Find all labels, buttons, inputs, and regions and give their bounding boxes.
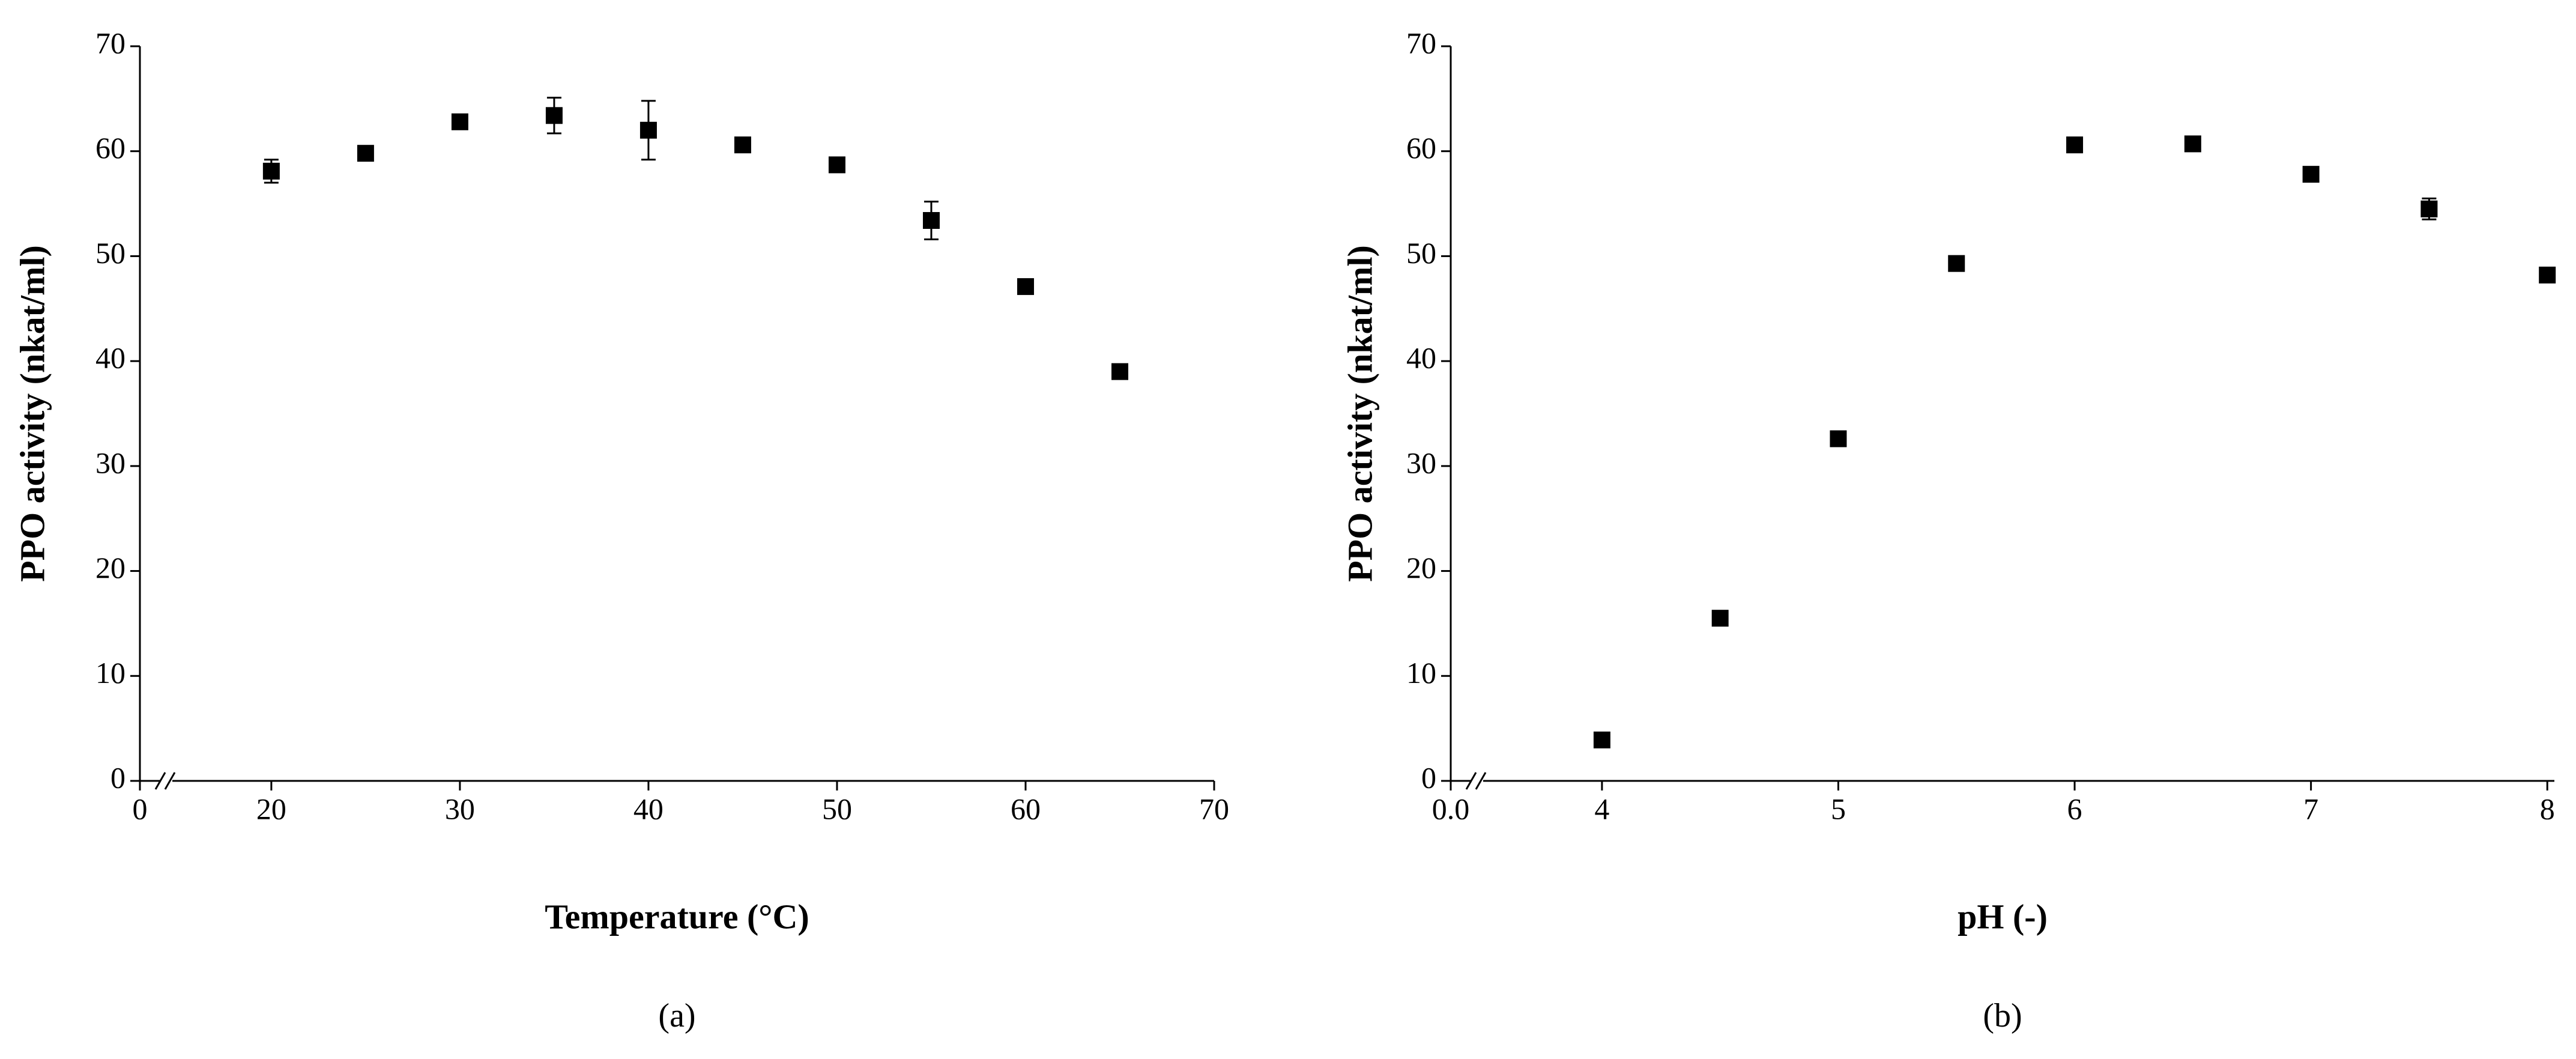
x-tick-label: 8: [2540, 792, 2555, 825]
x-tick-label: 30: [445, 792, 475, 825]
y-tick-label: 50: [1406, 236, 1436, 270]
x-axis-title: pH (-): [1958, 897, 2048, 936]
y-tick-label: 70: [95, 26, 125, 59]
axis-break: [164, 772, 176, 790]
point: [545, 107, 563, 124]
point: [1948, 255, 1965, 272]
point: [2302, 166, 2320, 183]
point: [2539, 266, 2556, 284]
y-axis-title: PPO activity (nkat/ml): [1340, 245, 1379, 582]
point: [1111, 363, 1128, 380]
y-tick-label: 10: [1406, 656, 1436, 690]
y-tick-label: 30: [95, 446, 125, 479]
point: [262, 162, 280, 180]
y-tick-label: 20: [1406, 551, 1436, 584]
point: [2184, 135, 2201, 153]
panel-label: (b): [1983, 997, 2022, 1034]
y-tick-label: 40: [95, 341, 125, 375]
x-tick-label: 40: [633, 792, 664, 825]
panel-label: (a): [658, 997, 695, 1034]
point: [1711, 610, 1729, 627]
x-tick-label: 5: [1831, 792, 1846, 825]
point: [451, 113, 468, 130]
y-tick-label: 20: [95, 551, 125, 584]
y-tick-label: 60: [1406, 131, 1436, 165]
x-tick-label: 4: [1594, 792, 1609, 825]
point: [357, 145, 374, 162]
x-tick-label: 0: [133, 792, 148, 825]
y-axis-title: PPO activity (nkat/ml): [13, 245, 52, 582]
y-tick-label: 10: [95, 656, 125, 690]
x-tick-label: 0.0: [1432, 792, 1470, 825]
y-tick-label: 0: [1421, 760, 1436, 794]
x-tick-label: 70: [1199, 792, 1229, 825]
x-axis-title: Temperature (°C): [545, 897, 809, 936]
y-tick-label: 50: [95, 236, 125, 270]
x-tick-label: 7: [2303, 792, 2318, 825]
point: [922, 212, 940, 229]
point: [2420, 200, 2438, 217]
y-tick-label: 40: [1406, 341, 1436, 375]
axis-break: [154, 772, 166, 790]
point: [734, 136, 751, 154]
axis-break: [1465, 772, 1477, 790]
y-tick-label: 70: [1406, 26, 1436, 59]
axis-break: [1475, 772, 1487, 790]
point: [828, 156, 845, 174]
point: [1830, 430, 1847, 448]
y-tick-label: 60: [95, 131, 125, 165]
point: [639, 121, 657, 139]
x-tick-label: 6: [2067, 792, 2082, 825]
point: [1017, 278, 1034, 296]
x-tick-label: 60: [1011, 792, 1041, 825]
point: [2066, 136, 2084, 154]
x-tick-label: 20: [256, 792, 286, 825]
point: [1593, 731, 1610, 748]
y-tick-label: 0: [110, 760, 125, 794]
x-tick-label: 50: [822, 792, 852, 825]
y-tick-label: 30: [1406, 446, 1436, 479]
